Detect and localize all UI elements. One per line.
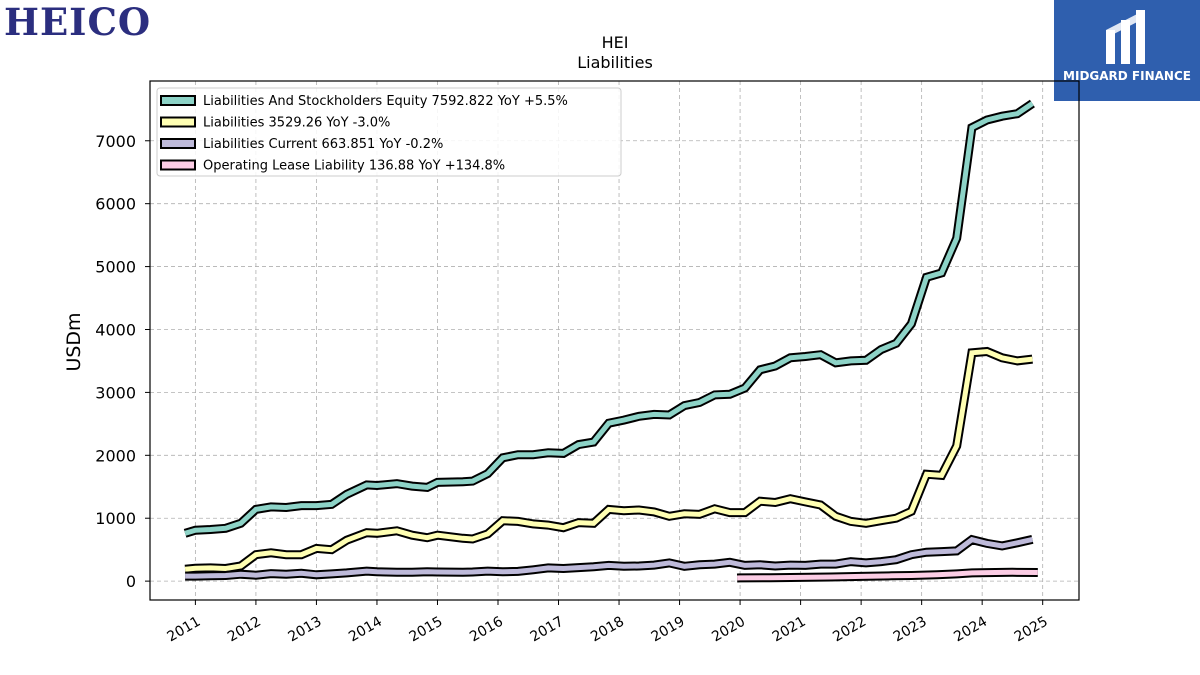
x-tick-label: 2024 (951, 614, 990, 646)
y-tick-label: 4000 (95, 320, 136, 339)
y-tick-label: 6000 (95, 195, 136, 214)
x-tick-label: 2013 (286, 614, 325, 646)
midgard-finance-text: MIDGARD FINANCE (1063, 69, 1191, 83)
legend-swatch (160, 159, 196, 171)
grid (150, 81, 1079, 600)
series-line-outline (184, 346, 1033, 574)
y-axis-label: USDm (63, 312, 85, 371)
series-line (184, 348, 1033, 572)
legend-box (156, 87, 622, 177)
y-tick-label: 7000 (95, 132, 136, 151)
midgard-logo-icon (1106, 10, 1145, 64)
series-lines (183, 99, 1038, 583)
x-tick-label: 2023 (891, 614, 930, 646)
x-tick-label: 2014 (346, 614, 385, 646)
x-tick-label: 2021 (770, 614, 809, 646)
y-tick-label: 3000 (95, 383, 136, 402)
legend-swatch (160, 138, 196, 149)
legend: Liabilities And Stockholders Equity 7592… (156, 87, 622, 177)
y-tick-label: 1000 (95, 509, 136, 528)
x-tick-label: 2016 (467, 614, 506, 646)
x-tick-label: 2019 (649, 614, 688, 646)
x-tick-label: 2012 (225, 614, 264, 646)
x-tick-label: 2020 (709, 614, 748, 646)
legend-entry: Operating Lease Liability 136.88 YoY +13… (203, 159, 505, 174)
legend-entry: Liabilities 3529.26 YoY -3.0% (203, 116, 390, 131)
x-tick-label: 2017 (528, 614, 567, 646)
y-axis-ticks: 0 1000 2000 3000 4000 5000 6000 7000 (95, 132, 150, 591)
chart-subtitle: Liabilities (577, 53, 653, 72)
legend-entry: Liabilities Current 663.851 YoY -0.2% (203, 137, 443, 152)
x-tick-label: 2025 (1012, 614, 1051, 646)
series-line (185, 536, 1033, 579)
chart-title: HEI (602, 33, 629, 52)
plot-frame (149, 80, 1080, 601)
series-line (184, 101, 1034, 536)
x-tick-label: 2022 (830, 614, 869, 646)
midgard-finance-logo: MIDGARD FINANCE (1054, 0, 1200, 101)
series-line (737, 569, 1038, 581)
y-tick-label: 0 (126, 572, 136, 591)
x-tick-label: 2015 (407, 614, 446, 646)
legend-entry: Liabilities And Stockholders Equity 7592… (203, 94, 568, 109)
y-tick-label: 5000 (95, 258, 136, 277)
heico-logo: HEICO (4, 0, 152, 44)
y-tick-label: 2000 (95, 446, 136, 465)
legend-swatch (160, 116, 196, 128)
x-tick-label: 2011 (165, 614, 204, 646)
legend-swatch (160, 95, 196, 106)
x-tick-label: 2018 (588, 614, 627, 646)
x-axis-ticks: 2011 2012 2013 2014 2015 2016 2017 2018 2019 2020… (165, 600, 1051, 645)
